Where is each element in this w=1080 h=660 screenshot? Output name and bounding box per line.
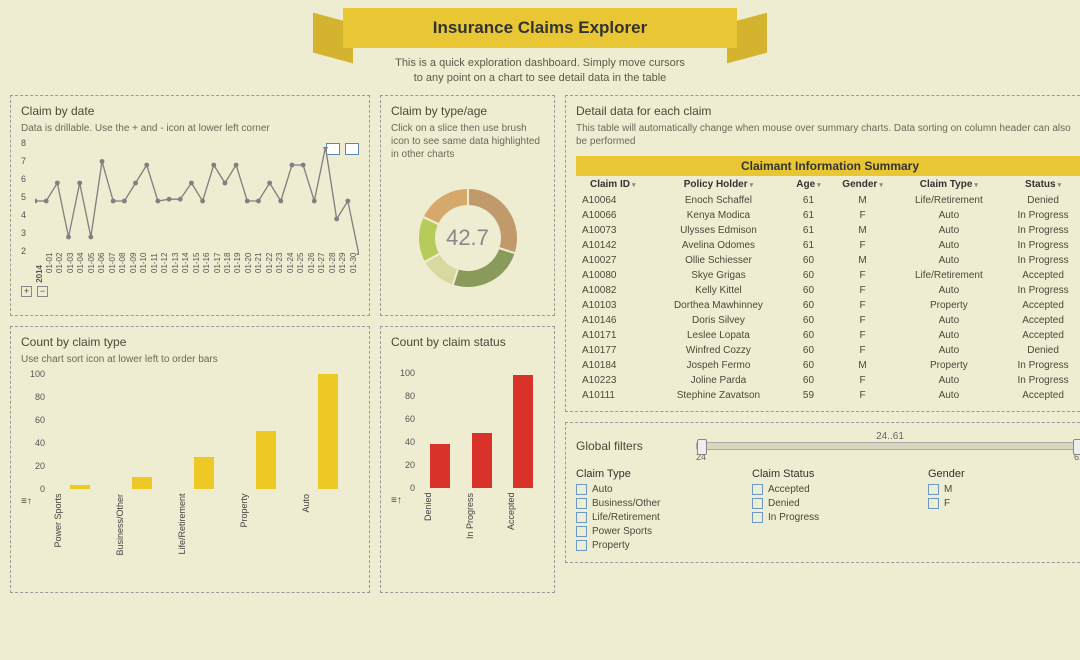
drill-minus-icon[interactable]: − — [37, 286, 48, 297]
panel-claim-by-date: Claim by date Data is drillable. Use the… — [10, 95, 370, 316]
slider-thumb-min[interactable] — [697, 439, 707, 455]
checkbox-icon[interactable] — [928, 484, 939, 495]
checkbox-icon[interactable] — [928, 498, 939, 509]
filters-title: Global filters — [576, 439, 686, 453]
filter-gender: Gender MF — [928, 468, 1080, 554]
bar[interactable] — [318, 374, 338, 489]
donut-chart[interactable]: 42.7 — [413, 183, 523, 293]
filter-option-claim-type[interactable]: Life/Retirement — [576, 512, 732, 523]
table-row[interactable]: A10142Avelina Odomes61FAutoIn Progress — [576, 238, 1080, 253]
line-chart[interactable]: 2345678 201401-0101-0201-0301-0401-0501-… — [21, 143, 359, 283]
table-row[interactable]: A10184Jospeh Fermo60MPropertyIn Progress — [576, 358, 1080, 373]
sort-icon[interactable]: ≡↑ — [391, 495, 402, 506]
panel-title: Detail data for each claim — [576, 104, 1080, 118]
filter-claim-status: Claim Status AcceptedDeniedIn Progress — [752, 468, 908, 554]
header: Insurance Claims Explorer This is a quic… — [0, 0, 1080, 87]
checkbox-icon[interactable] — [576, 498, 587, 509]
panel-global-filters: Global filters 24..61 24 61 Claim Type — [565, 422, 1080, 563]
panel-desc: This table will automatically change whe… — [576, 122, 1080, 148]
table-row[interactable]: A10073Ulysses Edmison61MAutoIn Progress — [576, 223, 1080, 238]
sort-icon[interactable]: ≡↑ — [21, 496, 32, 507]
filter-option-claim-type[interactable]: Property — [576, 540, 732, 551]
panel-title: Claim by type/age — [391, 104, 544, 118]
age-slider[interactable] — [696, 442, 1080, 450]
detail-table: Claim ID▾Policy Holder▾Age▾Gender▾Claim … — [576, 176, 1080, 403]
filter-option-claim-type[interactable]: Business/Other — [576, 498, 732, 509]
bar[interactable] — [132, 477, 152, 489]
table-row[interactable]: A10027Ollie Schiesser60MAutoIn Progress — [576, 253, 1080, 268]
filter-option-gender[interactable]: M — [928, 484, 1080, 495]
panel-desc: Click on a slice then use brush icon to … — [391, 122, 544, 161]
checkbox-icon[interactable] — [576, 526, 587, 537]
bar[interactable] — [70, 485, 90, 488]
bar-chart-claim-status[interactable]: 020406080100 DeniedIn ProgressAccepted ≡… — [391, 373, 544, 583]
table-row[interactable]: A10171Leslee Lopata60FAutoAccepted — [576, 328, 1080, 343]
column-header[interactable]: Policy Holder▾ — [649, 176, 787, 193]
column-header[interactable]: Status▾ — [1002, 176, 1080, 193]
table-row[interactable]: A10066Kenya Modica61FAutoIn Progress — [576, 208, 1080, 223]
panel-claim-by-type-age: Claim by type/age Click on a slice then … — [380, 95, 555, 316]
panel-title: Claim by date — [21, 104, 359, 118]
column-header[interactable]: Age▾ — [787, 176, 829, 193]
panel-desc: Use chart sort icon at lower left to ord… — [21, 353, 359, 366]
filter-claim-type: Claim Type AutoBusiness/OtherLife/Retire… — [576, 468, 732, 554]
panel-detail-table: Detail data for each claim This table wi… — [565, 95, 1080, 412]
checkbox-icon[interactable] — [752, 512, 763, 523]
filter-option-gender[interactable]: F — [928, 498, 1080, 509]
bar[interactable] — [256, 431, 276, 489]
checkbox-icon[interactable] — [752, 484, 763, 495]
title-ribbon: Insurance Claims Explorer — [343, 8, 737, 48]
bar[interactable] — [194, 457, 214, 489]
filter-option-claim-type[interactable]: Auto — [576, 484, 732, 495]
checkbox-icon[interactable] — [576, 484, 587, 495]
subtitle: This is a quick exploration dashboard. S… — [0, 56, 1080, 87]
bar[interactable] — [430, 444, 450, 488]
table-row[interactable]: A10177Winfred Cozzy60FAutoDenied — [576, 343, 1080, 358]
slider-thumb-max[interactable] — [1073, 439, 1080, 455]
bar[interactable] — [472, 433, 492, 488]
slider-readout: 24..61 — [696, 431, 1080, 442]
column-header[interactable]: Claim Type▾ — [896, 176, 1003, 193]
checkbox-icon[interactable] — [576, 540, 587, 551]
filter-option-claim-status[interactable]: In Progress — [752, 512, 908, 523]
filter-option-claim-type[interactable]: Power Sports — [576, 526, 732, 537]
panel-count-by-claim-type: Count by claim type Use chart sort icon … — [10, 326, 370, 593]
table-row[interactable]: A10111Stephine Zavatson59FAutoAccepted — [576, 388, 1080, 403]
bar[interactable] — [513, 375, 533, 488]
panel-title: Count by claim type — [21, 335, 359, 349]
table-row[interactable]: A10080Skye Grigas60FLife/RetirementAccep… — [576, 268, 1080, 283]
filter-option-claim-status[interactable]: Accepted — [752, 484, 908, 495]
donut-center-value: 42.7 — [446, 225, 489, 251]
column-header[interactable]: Gender▾ — [830, 176, 896, 193]
table-row[interactable]: A10064Enoch Schaffel61MLife/RetirementDe… — [576, 193, 1080, 208]
bar-chart-claim-type[interactable]: 020406080100 Power SportsBusiness/OtherL… — [21, 374, 359, 584]
table-row[interactable]: A10223Joline Parda60FAutoIn Progress — [576, 373, 1080, 388]
table-row[interactable]: A10146Doris Silvey60FAutoAccepted — [576, 313, 1080, 328]
filter-option-claim-status[interactable]: Denied — [752, 498, 908, 509]
column-header[interactable]: Claim ID▾ — [576, 176, 649, 193]
table-banner: Claimant Information Summary — [576, 156, 1080, 176]
drill-plus-icon[interactable]: + — [21, 286, 32, 297]
checkbox-icon[interactable] — [576, 512, 587, 523]
panel-title: Count by claim status — [391, 335, 544, 349]
panel-desc: Data is drillable. Use the + and - icon … — [21, 122, 359, 135]
table-row[interactable]: A10082Kelly Kittel60FAutoIn Progress — [576, 283, 1080, 298]
panel-count-by-claim-status: Count by claim status 020406080100 Denie… — [380, 326, 555, 593]
checkbox-icon[interactable] — [752, 498, 763, 509]
table-row[interactable]: A10103Dorthea Mawhinney60FPropertyAccept… — [576, 298, 1080, 313]
